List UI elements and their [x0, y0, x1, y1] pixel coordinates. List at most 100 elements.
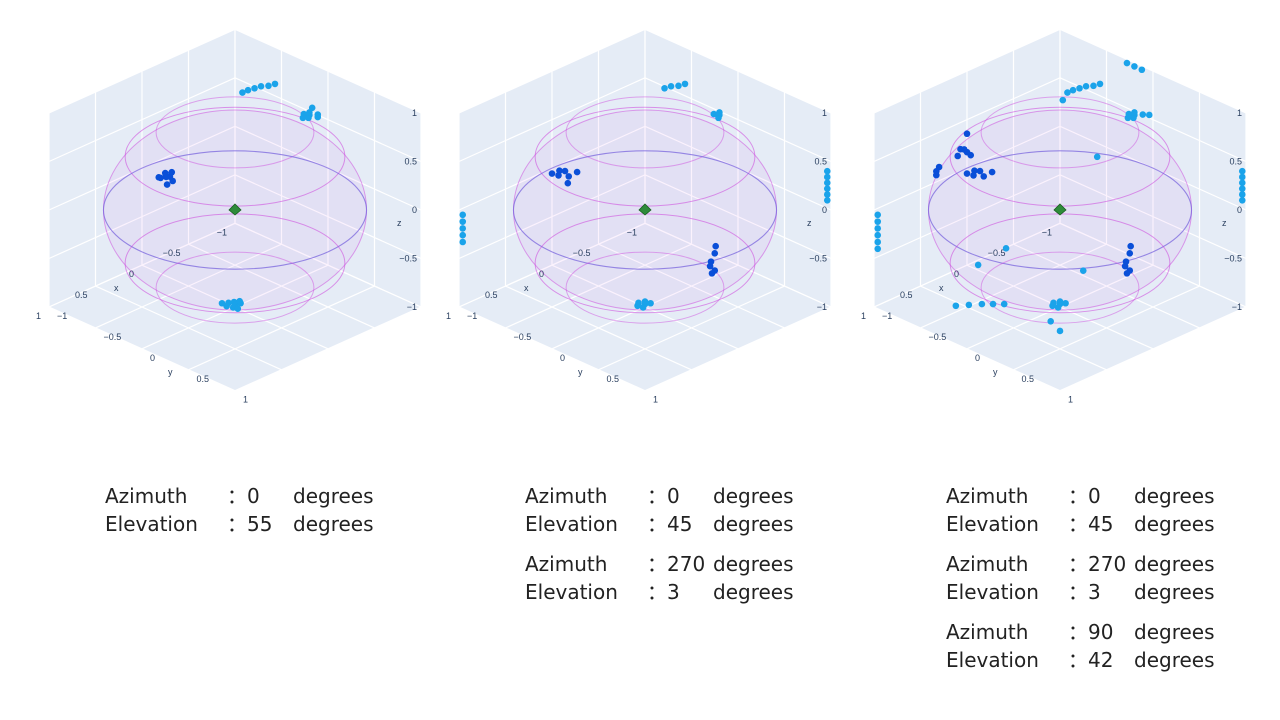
data-point: [218, 299, 226, 307]
gridline: [458, 30, 645, 114]
data-point: [874, 225, 882, 232]
z-tick-label: 0: [412, 205, 417, 215]
gridline: [920, 285, 1107, 371]
data-point: [1059, 96, 1067, 104]
gridline: [644, 306, 832, 392]
data-point: [305, 114, 312, 122]
data-point: [823, 173, 831, 181]
data-point: [459, 231, 467, 239]
y-tick-label: 0: [975, 353, 980, 363]
data-point: [1238, 179, 1246, 187]
data-point: [712, 242, 719, 250]
data-point: [976, 167, 984, 175]
data-point: [963, 170, 971, 177]
data-point: [459, 218, 467, 225]
gridline: [1059, 306, 1247, 392]
view-angle-group: Azimuth ： 0 degrees Elevation ： 45 degre…: [525, 482, 794, 538]
data-point: [1123, 59, 1131, 67]
data-point: [459, 225, 467, 232]
azimuth-label: Azimuth: [946, 484, 1029, 508]
colon: ：: [1068, 648, 1088, 672]
plot-svg: −1 −0.5 0 0.5 1 −1 −0.5 0 0.5 1 1 0.5 0 −0.5 −1 z x y: [861, 30, 1247, 405]
elevation-line: Elevation ： 42 degrees: [946, 646, 1215, 674]
gridline: [48, 306, 236, 392]
data-point: [1082, 83, 1090, 90]
scatter3d-plot-2[interactable]: −1 −0.5 0 0.5 1 −1 −0.5 0 0.5 1 1 0.5 0 −0.5 −1 z x y: [440, 30, 840, 450]
data-point: [459, 238, 467, 246]
x-tick-label: 1: [446, 311, 451, 321]
x-axis-title: x: [939, 283, 944, 293]
azimuth-line: Azimuth ： 0 degrees: [105, 482, 374, 510]
azimuth-value: 90: [1088, 620, 1114, 644]
azimuth-value: 0: [667, 484, 680, 508]
colon: ：: [647, 512, 667, 536]
data-point: [1093, 153, 1101, 161]
sphere-latitude-ring: [565, 251, 725, 324]
data-point: [244, 86, 252, 94]
data-point: [874, 245, 882, 253]
x-tick-label: 0.5: [485, 290, 498, 300]
data-point: [647, 299, 654, 307]
z-tick-label: 0.5: [404, 157, 417, 167]
view-angle-captions-1: Azimuth ： 0 degrees Elevation ： 55 degre…: [105, 482, 374, 550]
gridline: [1060, 30, 1247, 114]
data-point: [1049, 302, 1056, 310]
gridline: [873, 30, 1060, 114]
data-point: [874, 211, 882, 219]
data-point: [1131, 109, 1138, 116]
data-point: [823, 191, 831, 198]
data-point: [163, 181, 171, 188]
elevation-line: Elevation ： 3 degrees: [525, 578, 794, 606]
sphere-latitude-ring: [980, 96, 1140, 169]
scatter3d-plot-3[interactable]: −1 −0.5 0 0.5 1 −1 −0.5 0 0.5 1 1 0.5 0 −0.5 −1 z x y: [855, 30, 1255, 450]
colon: ：: [647, 552, 667, 576]
gridline: [644, 77, 832, 163]
gridline: [1013, 285, 1200, 371]
data-point: [308, 104, 316, 112]
elevation-unit: degrees: [1134, 512, 1215, 536]
data-point: [661, 84, 668, 92]
x-tick-label: −1: [217, 227, 227, 237]
data-point: [1096, 80, 1104, 88]
gridline: [95, 285, 282, 371]
elevation-value: 55: [247, 512, 273, 536]
sphere-latitude-ring: [155, 251, 315, 324]
azimuth-line: Azimuth ： 0 degrees: [525, 482, 794, 510]
x-tick-label: −1: [1042, 227, 1052, 237]
z-axis-title: z: [397, 218, 402, 228]
view-angle-group: Azimuth ： 0 degrees Elevation ： 45 degre…: [946, 482, 1215, 538]
data-point: [1145, 111, 1153, 119]
elevation-value: 45: [667, 512, 693, 536]
z-tick-label: −1: [817, 302, 827, 312]
data-point: [1069, 86, 1077, 94]
data-point: [667, 83, 675, 90]
azimuth-unit: degrees: [713, 484, 794, 508]
elevation-line: Elevation ： 3 degrees: [946, 578, 1215, 606]
elevation-value: 42: [1088, 648, 1114, 672]
y-tick-label: 1: [653, 395, 658, 405]
data-point: [706, 262, 714, 270]
data-point: [1121, 262, 1129, 270]
z-tick-label: 1: [412, 108, 417, 118]
scatter3d-plot-1[interactable]: −1 −0.5 0 0.5 1 −1 −0.5 0 0.5 1 1 0.5 0 −0.5 −1 z x y: [30, 30, 430, 450]
view-angle-captions-3: Azimuth ： 0 degrees Elevation ： 45 degre…: [946, 482, 1215, 686]
data-point: [715, 114, 722, 122]
data-point: [1079, 267, 1087, 274]
azimuth-line: Azimuth ： 270 degrees: [525, 550, 794, 578]
elevation-value: 3: [1088, 580, 1101, 604]
data-point: [1002, 245, 1010, 252]
y-tick-label: −0.5: [929, 332, 947, 342]
azimuth-unit: degrees: [713, 552, 794, 576]
data-point: [1090, 82, 1097, 90]
azimuth-line: Azimuth ： 0 degrees: [946, 482, 1215, 510]
y-axis-title: y: [168, 367, 173, 377]
plot-svg: −1 −0.5 0 0.5 1 −1 −0.5 0 0.5 1 1 0.5 0 −0.5 −1 z x y: [36, 30, 422, 405]
view-angle-group: Azimuth ： 90 degrees Elevation ： 42 degr…: [946, 618, 1215, 674]
x-tick-label: 1: [36, 311, 41, 321]
z-tick-label: 0.5: [1229, 157, 1242, 167]
data-point: [548, 170, 556, 177]
gridline: [873, 77, 1061, 163]
elevation-unit: degrees: [293, 512, 374, 536]
data-point: [823, 179, 831, 187]
x-tick-label: −0.5: [988, 248, 1006, 258]
